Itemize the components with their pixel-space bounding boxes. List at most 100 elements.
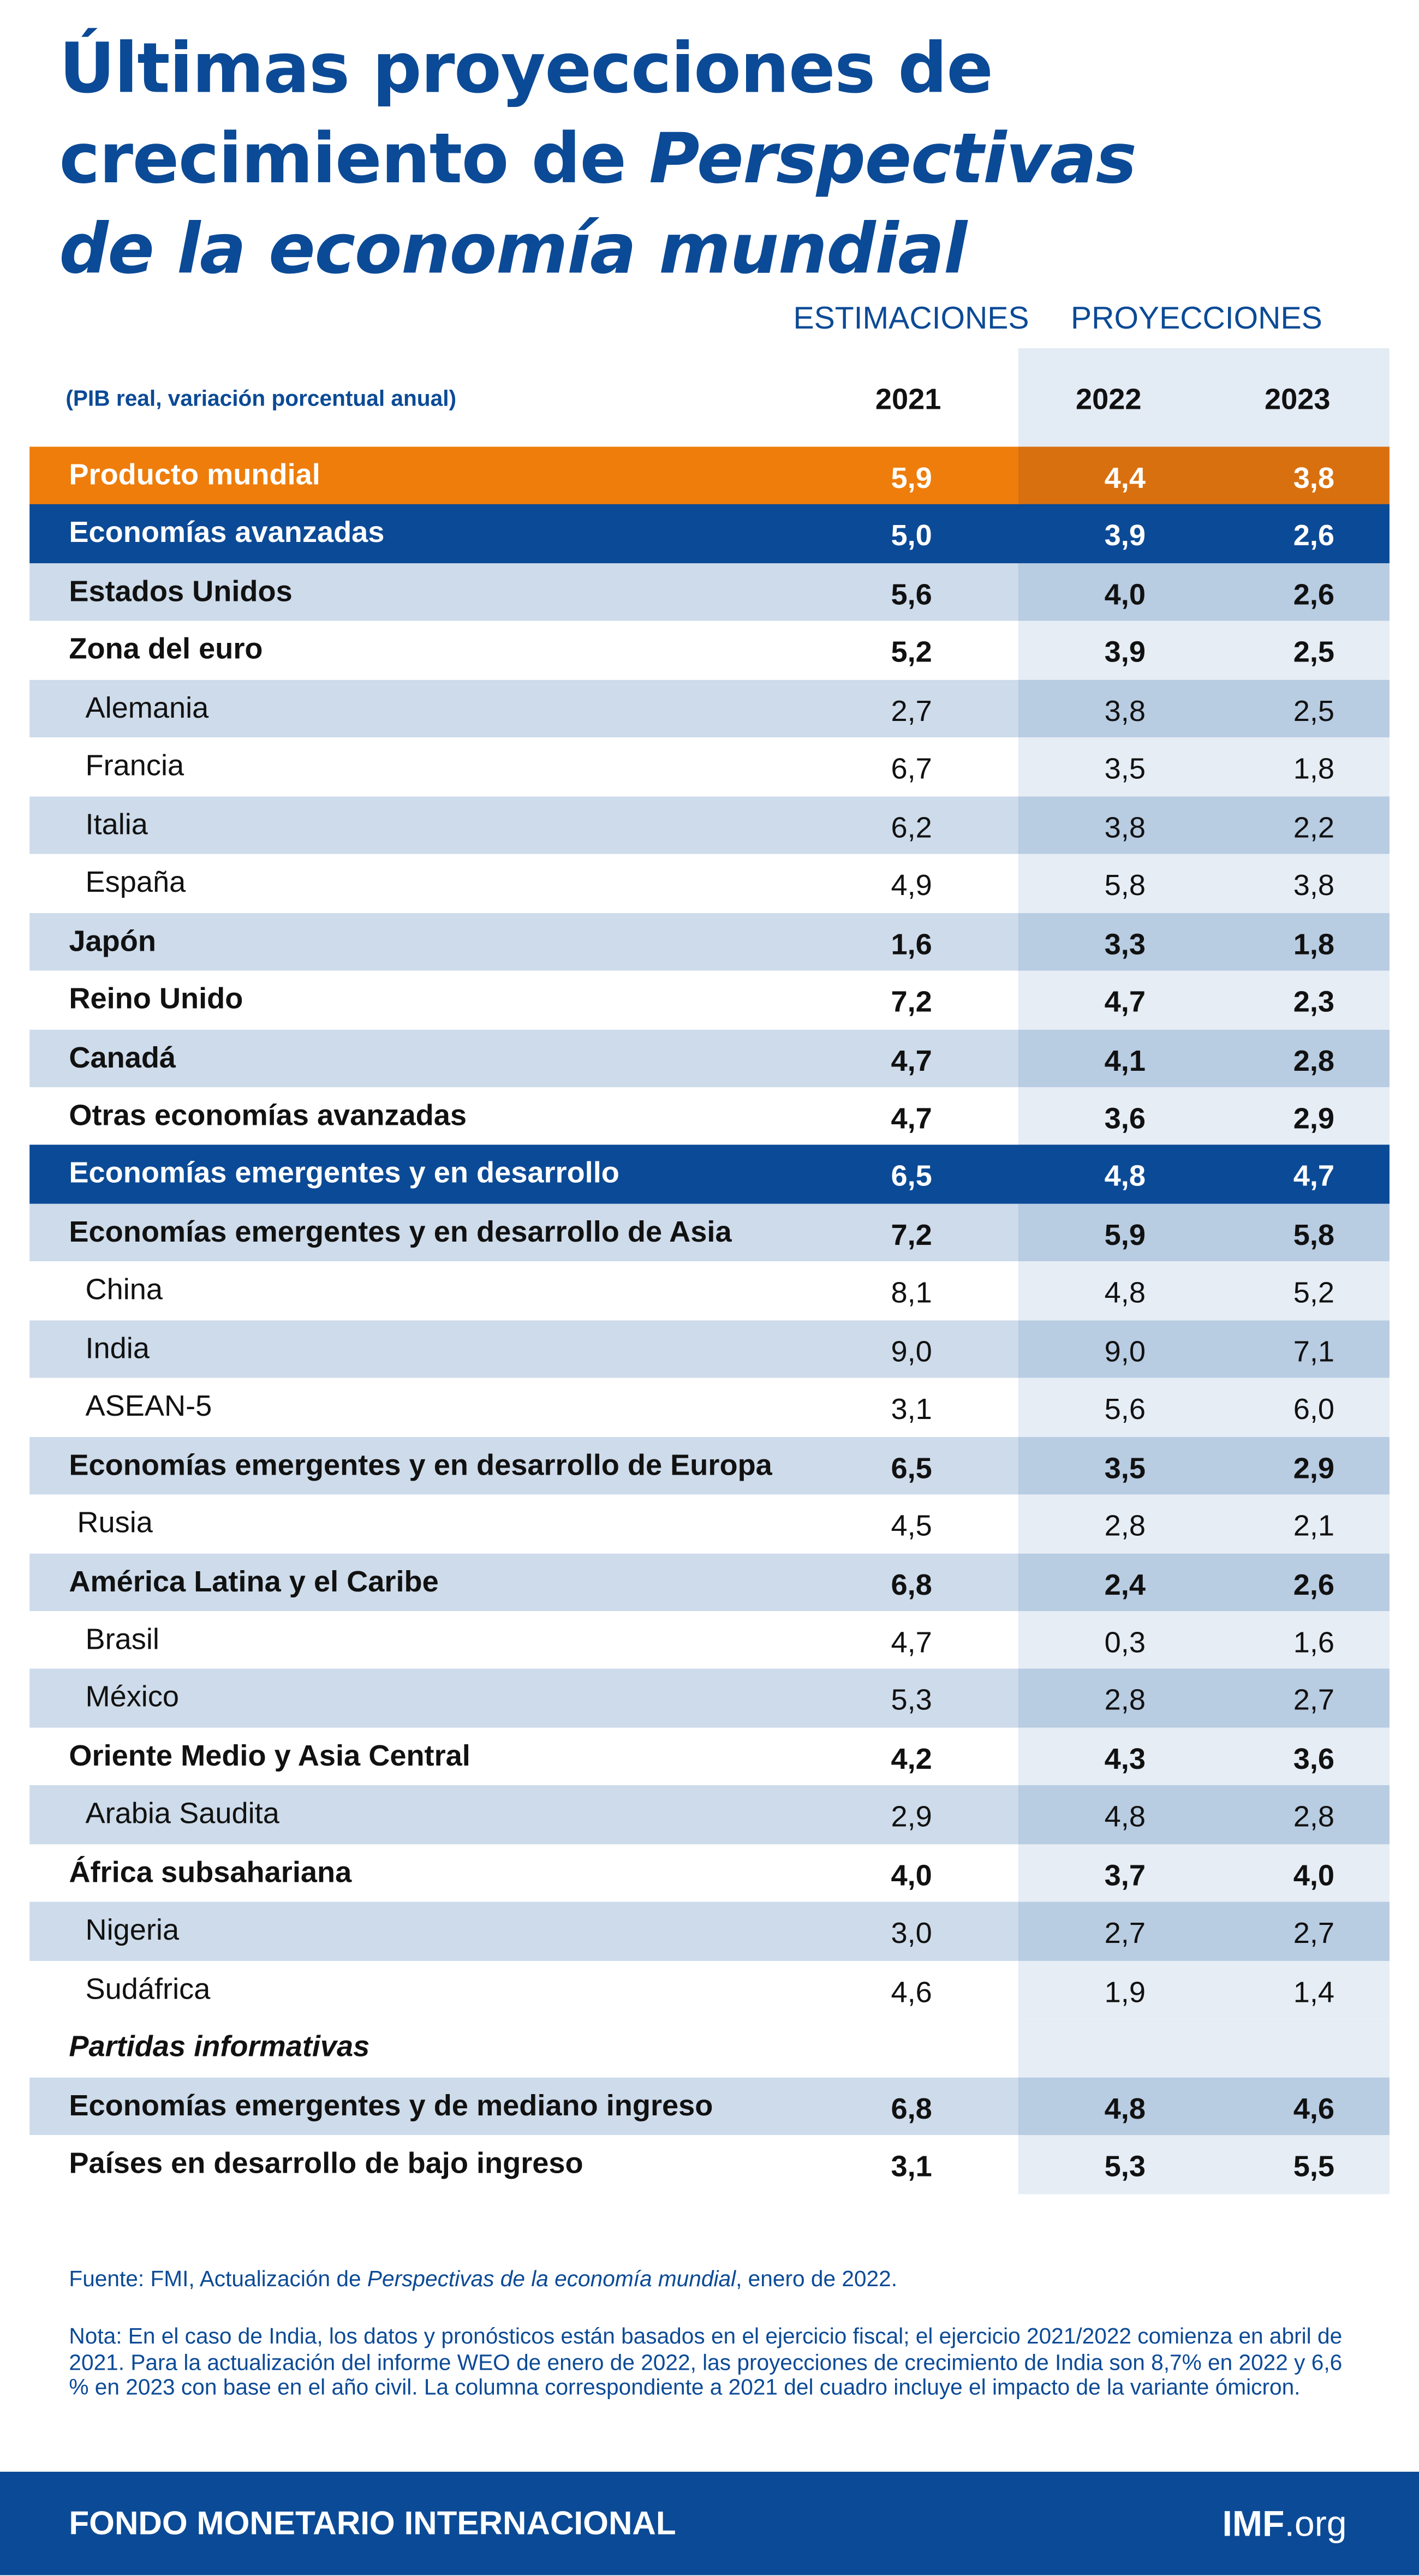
cell-value: 2,6 (1293, 1567, 1335, 1601)
row-label: Italia (85, 807, 148, 840)
cell-value: 4,8 (1104, 1160, 1146, 1193)
table-row: Economías emergentes y en desarrollo de … (29, 1436, 1390, 1495)
cell-value: 3,1 (891, 1393, 932, 1426)
table-row: Zona del euro 5,2 3,9 2,5 (29, 621, 1390, 680)
column-shade (1018, 1786, 1390, 1844)
source-text: , enero de 2022. (736, 2266, 898, 2291)
column-header: 2022 (1075, 383, 1142, 416)
cell-value: 0,3 (1104, 1626, 1146, 1659)
row-label: África subsahariana (69, 1855, 352, 1889)
row-label: Japón (69, 923, 156, 957)
column-shade (1018, 912, 1390, 971)
column-shade (1018, 1844, 1390, 1903)
cell-value: 3,0 (891, 1917, 932, 1950)
row-label: Economías avanzadas (69, 516, 385, 550)
column-shade (1018, 1203, 1390, 1262)
cell-value: 3,8 (1104, 810, 1146, 844)
row-label: Economías emergentes y en desarrollo de … (69, 1448, 772, 1481)
cell-value: 5,9 (891, 461, 932, 494)
cell-value: 5,0 (891, 520, 932, 553)
row-label: Economías emergentes y en desarrollo de … (69, 1215, 732, 1248)
cell-value: 2,7 (1104, 1917, 1146, 1950)
table-row: Canadá 4,7 4,1 2,8 (29, 1029, 1390, 1088)
cell-value: 2,8 (1293, 1800, 1335, 1834)
column-shade (1018, 505, 1390, 563)
table-row: ASEAN-5 3,1 5,6 6,0 (29, 1378, 1390, 1437)
cell-value: 5,5 (1293, 2150, 1335, 2183)
row-label: México (85, 1680, 180, 1714)
title-italic: Perspectivas (649, 118, 1137, 199)
cell-value: 4,6 (1293, 2091, 1335, 2125)
column-header: 2023 (1265, 383, 1331, 416)
row-label: Arabia Saudita (85, 1797, 279, 1830)
cell-value: 3,9 (1104, 636, 1146, 669)
cell-value: 1,6 (891, 927, 932, 961)
cell-value: 2,4 (1104, 1567, 1146, 1601)
cell-value: 2,5 (1293, 694, 1335, 728)
row-label: Economías emergentes y de mediano ingres… (69, 2088, 713, 2121)
column-shade (1018, 1902, 1390, 1961)
cell-value: 4,7 (891, 1043, 932, 1077)
cell-value: 6,5 (891, 1451, 932, 1484)
column-shade (1018, 2077, 1390, 2136)
cell-value: 4,7 (1293, 1160, 1335, 1193)
cell-value: 5,3 (891, 1684, 932, 1717)
table-row: Italia 6,2 3,8 2,2 (29, 796, 1390, 855)
site-rest: .org (1284, 2503, 1347, 2544)
table-row: España 4,9 5,8 3,8 (29, 854, 1390, 913)
table-row: Producto mundial 5,9 4,4 3,8 (29, 446, 1390, 505)
source: Fuente: FMI, Actualización de Perspectiv… (69, 2267, 1350, 2292)
cell-value: 5,9 (1104, 1218, 1146, 1251)
cell-value: 4,7 (891, 1102, 932, 1135)
table-row: América Latina y el Caribe 6,8 2,4 2,6 (29, 1553, 1390, 1612)
subtitle: (PIB real, variación porcentual anual) (65, 386, 457, 411)
estimates-label: ESTIMACIONES (793, 302, 1029, 337)
cell-value: 5,2 (1293, 1277, 1335, 1310)
cell-value: 2,2 (1293, 810, 1335, 844)
column-shade (1018, 1727, 1390, 1786)
column-shade (1018, 1320, 1390, 1379)
table-row: Alemania 2,7 3,8 2,5 (29, 679, 1390, 738)
cell-value: 2,3 (1293, 985, 1335, 1018)
row-label: Estados Unidos (69, 574, 293, 608)
table-row: India 9,0 9,0 7,1 (29, 1320, 1390, 1379)
title-line: crecimiento de (59, 118, 627, 199)
table-row: Oriente Medio y Asia Central 4,2 4,3 3,6 (29, 1727, 1390, 1786)
column-shade (1018, 970, 1390, 1029)
cell-value: 4,3 (1104, 1742, 1146, 1775)
footer: FONDO MONETARIO INTERNACIONAL IMF.org (0, 2471, 1419, 2575)
cell-value: 4,0 (1104, 577, 1146, 611)
table-row: Otras economías avanzadas 4,7 3,6 2,9 (29, 1087, 1390, 1146)
row-label: Reino Unido (69, 982, 243, 1015)
column-shade (1018, 796, 1390, 855)
cell-value: 6,8 (891, 2091, 932, 2125)
cell-value: 5,2 (891, 636, 932, 669)
cell-value: 2,7 (1293, 1684, 1335, 1717)
site-bold: IMF (1222, 2503, 1285, 2544)
cell-value: 3,8 (1104, 694, 1146, 728)
title-line: Últimas proyecciones de (59, 28, 993, 109)
row-label: China (85, 1273, 163, 1307)
cell-value: 4,4 (1104, 461, 1146, 494)
title-italic: de la economía mundial (59, 208, 967, 289)
column-shade (1018, 1145, 1390, 1204)
cell-value: 5,8 (1293, 1218, 1335, 1251)
table-row: Brasil 4,7 0,3 1,6 (29, 1611, 1390, 1669)
column-shade (1018, 621, 1390, 680)
table-row: Partidas informativas (29, 2018, 1390, 2077)
row-label: Otras economías avanzadas (69, 1099, 467, 1132)
column-shade (1018, 1494, 1390, 1553)
row-label: Nigeria (85, 1913, 180, 1947)
cell-value: 1,8 (1293, 927, 1335, 961)
column-shade (1018, 679, 1390, 738)
cell-value: 3,9 (1104, 520, 1146, 553)
cell-value: 4,8 (1104, 2091, 1146, 2125)
cell-value: 7,2 (891, 1218, 932, 1251)
cell-value: 2,6 (1293, 520, 1335, 553)
org-name: FONDO MONETARIO INTERNACIONAL (69, 2506, 676, 2543)
cell-value: 1,6 (1293, 1626, 1335, 1659)
cell-value: 3,8 (1293, 461, 1335, 494)
table-row: Sudáfrica 4,6 1,9 1,4 (29, 1960, 1390, 2019)
